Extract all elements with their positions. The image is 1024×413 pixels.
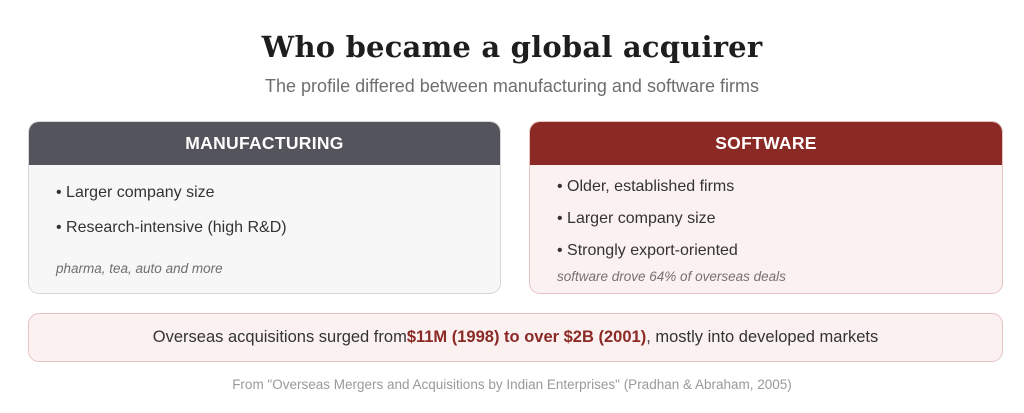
- manufacturing-item: • Larger company size: [56, 184, 215, 201]
- banner-highlight: $11M (1998) to over $2B (2001): [406, 328, 647, 346]
- software-card: SOFTWARE • Older, established firms • La…: [529, 121, 1003, 294]
- manufacturing-card: MANUFACTURING • Larger company size • Re…: [28, 121, 501, 294]
- page-title: Who became a global acquirer: [261, 30, 763, 64]
- software-item: • Larger company size: [557, 210, 716, 227]
- manufacturing-note: pharma, tea, auto and more: [56, 261, 223, 276]
- software-item: • Strongly export-oriented: [557, 242, 738, 259]
- page-subtitle: The profile differed between manufacturi…: [265, 76, 759, 96]
- software-item: • Older, established firms: [557, 178, 735, 195]
- summary-banner: Overseas acquisitions surged from $11M (…: [28, 313, 1003, 362]
- manufacturing-header: MANUFACTURING: [29, 122, 500, 165]
- banner-suffix: , mostly into developed markets: [646, 328, 879, 346]
- software-header: SOFTWARE: [530, 122, 1002, 165]
- source-citation: From "Overseas Mergers and Acquisitions …: [232, 377, 792, 392]
- manufacturing-item: • Research-intensive (high R&D): [56, 219, 287, 236]
- software-note: software drove 64% of overseas deals: [557, 269, 786, 284]
- banner-prefix: Overseas acquisitions surged from: [152, 328, 407, 346]
